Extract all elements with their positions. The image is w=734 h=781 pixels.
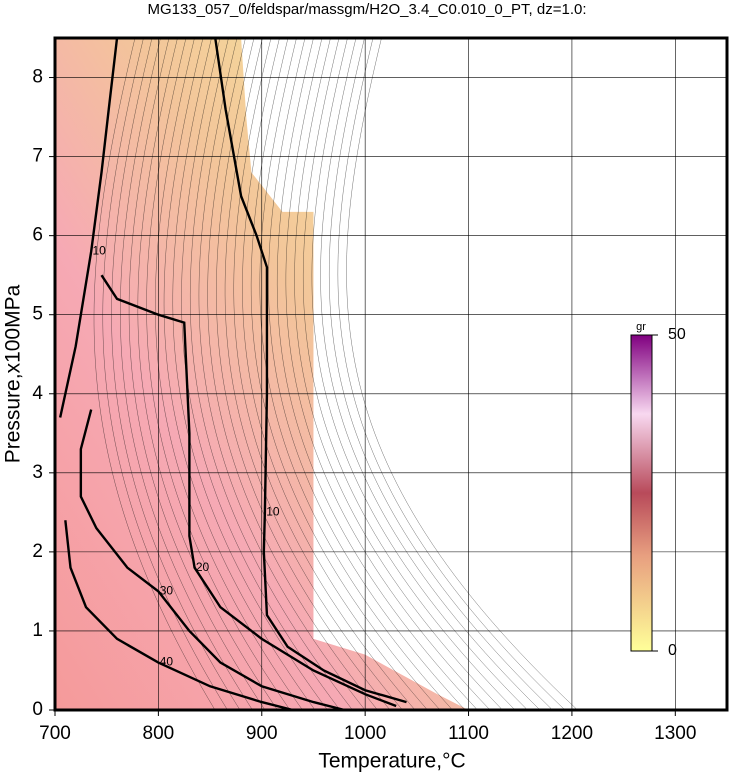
- y-tick-label: 8: [32, 67, 43, 88]
- thin-contour: [128, 37, 266, 711]
- x-tick-label: 1000: [344, 723, 386, 744]
- y-tick-label: 3: [32, 462, 43, 483]
- thin-contour: [146, 37, 291, 711]
- thin-contour: [346, 37, 578, 711]
- contour-line: [214, 37, 407, 704]
- thin-contour: [224, 37, 403, 711]
- y-tick-label: 7: [32, 146, 43, 167]
- x-axis-label: Temperature,°C: [318, 750, 465, 773]
- thin-contour: [302, 37, 516, 711]
- thin-contour: [163, 37, 316, 711]
- x-tick-label: 700: [39, 723, 71, 744]
- x-tick-label: 1100: [448, 723, 489, 744]
- y-tick-label: 2: [32, 541, 43, 562]
- y-tick-label: 0: [32, 699, 43, 720]
- thin-contour: [276, 37, 478, 711]
- x-tick-label: 800: [143, 723, 175, 744]
- plot-area: 10 10 20 30 40: [54, 37, 727, 712]
- colorbar-label: gr: [636, 321, 646, 333]
- thin-contour: [285, 37, 491, 711]
- y-axis-label: Pressure,x100MPa: [2, 284, 25, 463]
- thin-contour: [198, 37, 366, 711]
- thin-contour: [242, 37, 428, 711]
- thin-contour: [337, 37, 566, 711]
- colorbar-tick-label: 50: [668, 326, 686, 343]
- thin-contour: [155, 37, 303, 711]
- thin-contour: [137, 37, 278, 711]
- contour-line: [79, 409, 345, 712]
- y-tick-label: 5: [32, 304, 43, 325]
- x-tick-label: 900: [246, 723, 278, 744]
- contour-line: [100, 274, 397, 708]
- thin-contour: [268, 37, 466, 711]
- contour-label: 10: [93, 244, 107, 258]
- thin-contour: [207, 37, 378, 711]
- thin-contour: [111, 37, 241, 711]
- thin-contour: [233, 37, 416, 711]
- y-tick-label: 6: [32, 225, 43, 246]
- y-tick-label: 1: [32, 620, 43, 641]
- thin-contour: [120, 37, 253, 711]
- thin-contour: [190, 37, 353, 711]
- thin-contour: [311, 37, 528, 711]
- chart-title: MG133_057_0/feldspar/massgm/H2O_3.4_C0.0…: [147, 1, 586, 18]
- x-tick-label: 1300: [654, 723, 696, 744]
- contour-label: 20: [196, 560, 210, 574]
- contour-label: 10: [266, 505, 280, 519]
- thin-contour: [172, 37, 328, 711]
- thin-contour: [328, 37, 553, 711]
- x-tick-label: 1200: [551, 723, 593, 744]
- thin-contour: [250, 37, 441, 711]
- thin-contour: [320, 37, 541, 711]
- contour-line: [64, 520, 294, 712]
- contour-label: 40: [160, 655, 174, 669]
- thin-contour: [93, 37, 216, 711]
- contour-label: 30: [160, 584, 174, 598]
- colorbar: [630, 334, 653, 652]
- contour-line: [58, 37, 119, 418]
- colorbar-tick-label: 0: [668, 642, 677, 659]
- y-tick-label: 4: [32, 383, 43, 404]
- thin-contour: [294, 37, 503, 711]
- frame: [53, 36, 729, 712]
